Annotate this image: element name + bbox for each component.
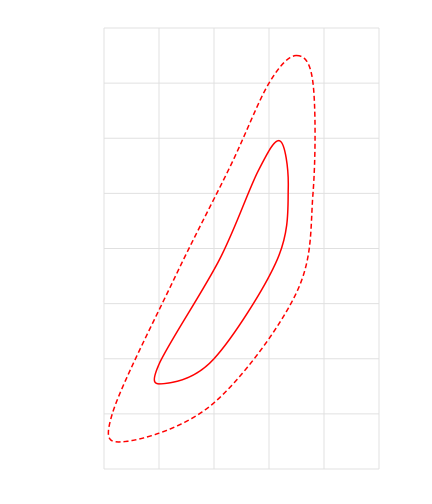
grid [103,27,380,470]
contour-line-inner-solid [153,139,290,385]
plot-area [107,54,316,443]
contour-line-outer-dashed [107,54,316,443]
